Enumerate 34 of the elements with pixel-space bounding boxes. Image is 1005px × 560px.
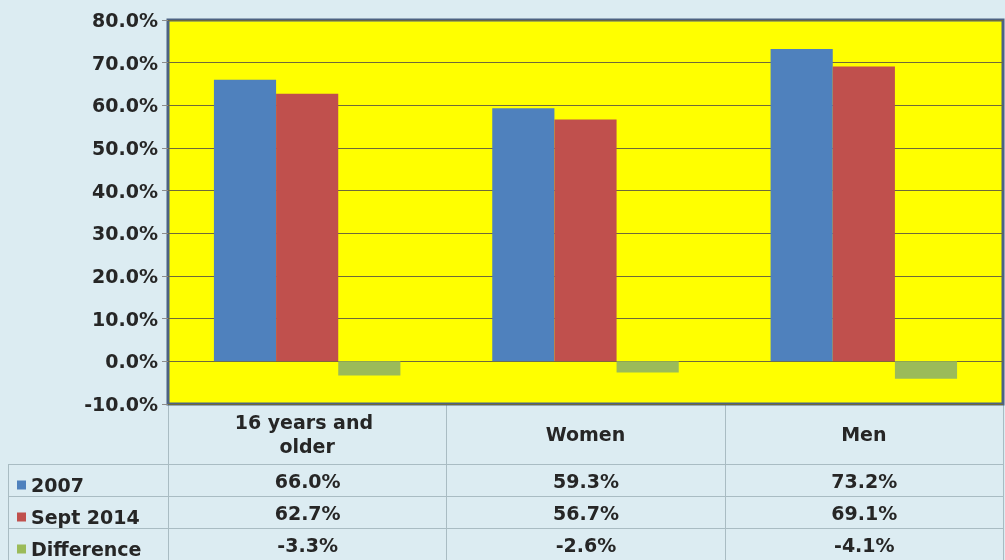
y-tick-label: 20.0%	[92, 265, 158, 287]
bar	[554, 119, 617, 362]
y-tick-label: 40.0%	[92, 179, 158, 202]
y-tick-label: 10.0%	[92, 307, 158, 330]
bar	[894, 361, 958, 379]
bar	[832, 66, 895, 362]
data-label: -3.3%	[168, 528, 448, 560]
x-tick-label: Men	[841, 423, 887, 445]
y-tick-label: 70.0%	[92, 51, 158, 74]
data-label: 73.2%	[724, 464, 1004, 497]
y-tick-label: 30.0%	[92, 222, 158, 245]
y-tick-label: 0.0%	[105, 350, 158, 373]
data-label: 59.3%	[446, 464, 726, 497]
legend-label: Sept 2014	[31, 506, 140, 528]
x-tick-label: Women	[545, 423, 626, 445]
data-label: 69.1%	[724, 496, 1004, 529]
data-label: -2.6%	[446, 528, 726, 560]
bar	[492, 108, 555, 362]
bar	[213, 79, 277, 362]
data-label: 66.0%	[168, 464, 448, 497]
data-label: -4.1%	[724, 528, 1004, 560]
data-label: 62.7%	[168, 496, 448, 529]
bar	[616, 361, 679, 373]
bar	[770, 49, 833, 362]
legend-label: 2007	[31, 474, 84, 496]
bar	[338, 361, 401, 376]
y-tick-label: 80.0%	[92, 9, 158, 31]
bar	[276, 93, 339, 362]
x-tick-label: 16 years and older	[234, 411, 380, 457]
y-tick-label: 50.0%	[92, 137, 158, 159]
legend-label: Difference	[31, 538, 142, 560]
y-tick-label: -10.0%	[84, 393, 158, 415]
data-label: 56.7%	[446, 496, 726, 529]
y-tick-label: 60.0%	[92, 94, 158, 117]
